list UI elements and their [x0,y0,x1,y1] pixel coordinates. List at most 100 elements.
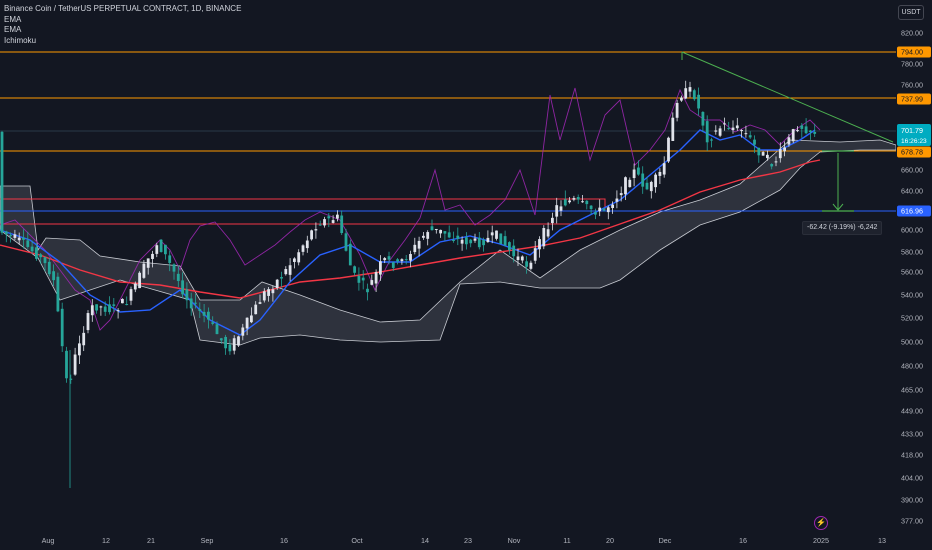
indicator-ichimoku[interactable]: Ichimoku [4,35,37,45]
candle-body [56,276,60,312]
candle-body [439,229,442,234]
time-tick: Nov [508,536,521,545]
candle-body [275,279,279,289]
candle-body [78,343,81,356]
candle-body [637,167,640,175]
candle-body [490,232,494,236]
candle-body [430,226,434,231]
candle-body [809,130,812,132]
time-tick: 14 [421,536,429,545]
candle-body [138,272,141,289]
horizontal-levels [0,51,896,225]
currency-button[interactable]: USDT [898,5,924,20]
candle-body [181,280,184,295]
measure-arrow-head [832,203,844,211]
candle-body [718,128,722,136]
candle-body [649,181,653,192]
candle-body [710,139,713,141]
price-tag-794 [897,46,931,58]
candle-body [245,317,249,329]
candle-body [17,237,21,241]
candle-body [680,97,683,101]
candle-body [477,237,481,248]
candle-body [207,311,210,320]
candle-body [546,229,550,237]
candle-body [469,239,473,244]
price-tick: 465.00 [901,386,923,395]
lightning-icon[interactable]: ⚡ [814,516,828,530]
time-tick: 20 [606,536,614,545]
candle-body [551,217,554,224]
price-tick: 377.00 [901,517,923,526]
candle-body [525,261,528,267]
time-tick: Oct [351,536,362,545]
candle-body [787,137,791,145]
rsi-line [0,87,821,331]
candle-body [688,87,692,92]
symbol-title[interactable]: Binance Coin / TetherUS PERPETUAL CONTRA… [4,4,242,13]
candle-body [520,256,524,261]
candle-body [667,137,670,162]
candle-body [645,182,649,190]
candle-body [723,123,726,125]
current-price-text: 701.79 [901,126,923,135]
candle-body [452,240,455,242]
candle-body [318,224,322,226]
candle-body [791,129,795,142]
candle-body [250,315,253,323]
price-tick: 449.00 [901,407,923,416]
candle-body [692,90,696,100]
candle-body [778,149,782,159]
candle-body [555,205,559,217]
candle-body [675,102,679,118]
candle-body [361,277,365,281]
price-tick: 540.00 [901,291,923,300]
candle-body [568,200,571,203]
candle-body [542,228,546,247]
candle-body [804,126,808,134]
candle-body [508,242,511,251]
candle-body [774,161,778,163]
price-tick: 390.00 [901,496,923,505]
candle-body [30,246,34,252]
time-tick: 16 [280,536,288,545]
candle-body [357,276,361,283]
candle-body [232,338,236,351]
candle-body [43,257,47,264]
candle-body [280,277,283,279]
candle-body [348,243,352,266]
candle-body [658,171,662,176]
indicator-ema-fast[interactable]: EMA [4,14,22,24]
candle-body [796,130,799,132]
candle-body [133,283,137,290]
candle-body [99,306,103,308]
candle-body [465,237,468,245]
candle-body [443,231,447,234]
indicator-lines [0,87,821,336]
candle-body [563,199,567,206]
candle-body [284,269,288,275]
candle-body [697,94,700,109]
candle-body [744,133,748,135]
candle-body [69,378,73,380]
price-tick: 660.00 [901,166,923,175]
ichimoku-cloud [0,139,897,346]
candle-body [671,117,675,141]
candle-body [770,164,774,167]
candle-body [224,336,227,349]
price-tag-616 [897,205,931,217]
candle-body [619,193,623,196]
candle-body [761,152,765,156]
indicator-ema-slow[interactable]: EMA [4,25,22,34]
candles [0,80,817,488]
price-tick: 418.00 [901,451,923,460]
candle-body [615,198,619,202]
time-tick: 21 [147,536,155,545]
time-tick: 2025 [813,536,829,545]
time-tick: Dec [659,536,672,545]
candle-body [189,298,193,309]
candle-body [499,233,503,244]
candle-body [39,254,43,258]
candle-body [748,135,752,138]
